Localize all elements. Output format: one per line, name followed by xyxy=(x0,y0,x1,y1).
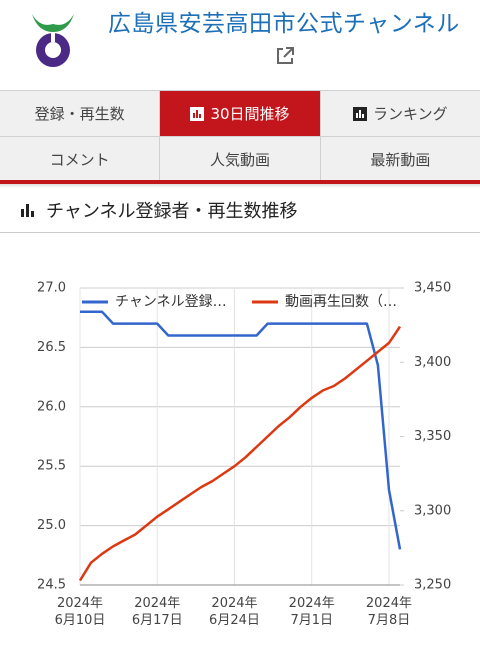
x-tick-label-box: 2024年6月17日 xyxy=(131,596,183,628)
y-tick-label: 25.0 xyxy=(37,518,66,533)
tab[interactable]: 人気動画 xyxy=(160,137,321,182)
tab-icon xyxy=(353,106,368,121)
divider xyxy=(0,232,480,233)
chart: 27.0 26.5 26.0 25.5 25.0 24.5 3,450 3,400 3,350 3… xyxy=(37,281,451,629)
section-title: チャンネル登録者・再生数推移 xyxy=(46,201,298,222)
shadow xyxy=(0,184,480,188)
tab-label: ランキング xyxy=(373,105,448,123)
legend-label: チャンネル登録… xyxy=(115,294,227,310)
external-link-icon[interactable] xyxy=(275,46,295,66)
tab[interactable]: 最新動画 xyxy=(321,137,480,182)
y-tick-label: 27.0 xyxy=(37,281,66,296)
series-line xyxy=(78,325,402,582)
tab-label: 登録・再生数 xyxy=(34,105,125,123)
y2-tick-label: 3,250 xyxy=(414,578,451,593)
tab-row: コメント 人気動画 最新動画 xyxy=(0,136,480,182)
x-tick-label: 2024年6月17日 xyxy=(131,596,183,628)
y-tick-label: 25.5 xyxy=(37,459,66,474)
channel-title: 広島県安芸高田市公式チャンネル xyxy=(108,11,460,37)
tab[interactable]: ランキング xyxy=(321,91,480,136)
tab-icon xyxy=(190,106,205,121)
y-tick-label: 26.5 xyxy=(37,340,66,355)
y2-tick-label: 3,300 xyxy=(414,503,451,518)
legend-label: 動画再生回数（… xyxy=(285,294,397,310)
tab-bar: 登録・再生数 30日間推移 ランキングコメント 人気動画 最新動画 xyxy=(0,90,480,182)
y2-tick-label: 3,350 xyxy=(414,429,451,444)
tab[interactable]: コメント xyxy=(0,137,161,182)
tab-label: 人気動画 xyxy=(209,151,270,169)
section-header: チャンネル登録者・再生数推移 xyxy=(20,197,297,223)
series-line xyxy=(80,310,402,550)
x-tick-label-box: 2024年6月24日 xyxy=(209,596,260,628)
x-tick-label: 2024年6月10日 xyxy=(54,596,106,628)
x-tick-label-box: 2024年6月10日 xyxy=(54,596,106,628)
chart-icon xyxy=(21,204,34,217)
x-tick-label-box: 2024年7月8日 xyxy=(365,596,412,628)
x-tick-label: 2024年7月8日 xyxy=(365,596,412,628)
tab-underline xyxy=(0,180,480,184)
tab-label: 最新動画 xyxy=(370,151,431,169)
y2-tick-label: 3,400 xyxy=(414,355,451,370)
x-tick-label: 2024年6月24日 xyxy=(209,596,260,628)
y-tick-label: 24.5 xyxy=(37,578,66,593)
y2-tick-label: 3,450 xyxy=(414,281,451,296)
x-tick-label: 2024年7月1日 xyxy=(288,596,335,628)
tab[interactable]: 30日間推移 xyxy=(160,91,321,136)
logo xyxy=(32,14,74,67)
tab-label: 30日間推移 xyxy=(210,105,290,123)
tab-label: コメント xyxy=(49,151,110,169)
x-tick-label-box: 2024年7月1日 xyxy=(288,596,335,628)
tab-row: 登録・再生数 30日間推移 ランキング xyxy=(0,90,480,136)
y-tick-label: 26.0 xyxy=(37,399,66,414)
tab[interactable]: 登録・再生数 xyxy=(0,91,161,136)
